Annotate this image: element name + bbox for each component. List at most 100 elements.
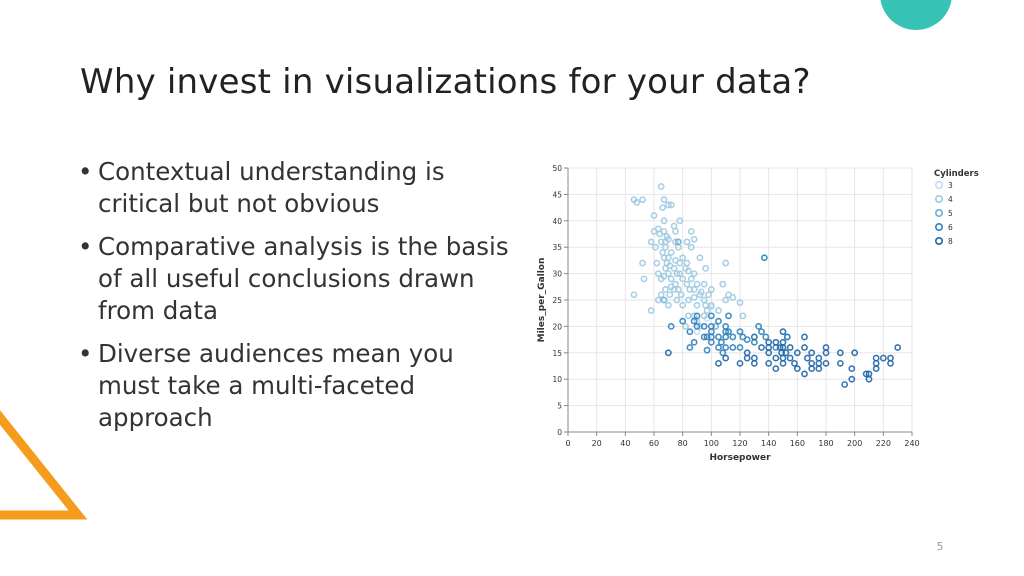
data-point-cyl-4 <box>739 312 747 320</box>
legend-symbol-cyl-5 <box>935 208 944 217</box>
data-point-cyl-6 <box>760 254 768 262</box>
data-point-cyl-8 <box>808 365 816 373</box>
data-point-cyl-8 <box>779 354 787 362</box>
data-point-cyl-4 <box>664 301 672 309</box>
legend-title: Cylinders <box>934 169 979 179</box>
data-point-cyl-6 <box>729 333 737 341</box>
data-point-cyl-4 <box>682 322 689 330</box>
data-point-cyl-6 <box>679 317 687 325</box>
data-point-cyl-8 <box>779 359 787 367</box>
data-point-cyl-4 <box>667 249 675 256</box>
data-point-cyl-8 <box>779 338 787 346</box>
data-point-cyl-6 <box>700 322 708 330</box>
data-point-cyl-6 <box>707 312 715 320</box>
data-point-cyl-8 <box>715 359 722 367</box>
data-point-cyl-8 <box>848 375 856 383</box>
data-point-cyl-8 <box>786 344 794 351</box>
x-axis-title: Horsepower <box>709 453 771 463</box>
bullet-text: Comparative analysis is the basis of all… <box>98 232 509 325</box>
data-point-cyl-6 <box>693 322 701 330</box>
data-point-cyl-4 <box>676 259 684 267</box>
data-point-cyl-6 <box>755 322 763 330</box>
data-point-cyl-8 <box>765 338 773 346</box>
data-point-cyl-8 <box>815 359 823 367</box>
data-point-cyl-8 <box>872 359 880 367</box>
legend-label: 5 <box>948 209 953 218</box>
data-point-cyl-4 <box>659 249 666 256</box>
data-point-cyl-4 <box>639 196 646 204</box>
x-tick-label: 80 <box>678 439 688 448</box>
x-tick-label: 120 <box>732 439 747 448</box>
data-point-cyl-4 <box>696 322 704 330</box>
data-point-cyl-8 <box>801 333 808 341</box>
data-point-cyl-8 <box>783 333 791 341</box>
bullet-dot: • <box>78 232 93 261</box>
data-point-cyl-6 <box>729 344 737 351</box>
data-point-cyl-4 <box>647 238 655 246</box>
data-point-cyl-6 <box>762 333 770 341</box>
y-tick-label: 10 <box>552 375 562 384</box>
bullet-item: • Diverse audiences mean you must take a… <box>78 338 518 434</box>
data-point-cyl-4 <box>630 291 638 299</box>
legend-label: 6 <box>948 223 953 232</box>
data-point-cyl-6 <box>743 336 751 343</box>
x-tick-label: 180 <box>818 439 833 448</box>
data-point-cyl-4 <box>693 301 701 309</box>
data-point-cyl-4 <box>722 296 730 304</box>
data-point-cyl-4 <box>672 280 679 288</box>
data-point-cyl-8 <box>872 365 880 373</box>
y-tick-label: 45 <box>552 190 562 199</box>
data-point-cyl-8 <box>815 365 823 373</box>
data-point-cyl-4 <box>696 254 704 262</box>
data-point-cyl-4 <box>690 286 698 293</box>
data-point-cyl-6 <box>686 328 694 336</box>
data-point-cyl-4 <box>697 288 705 296</box>
data-point-cyl-6 <box>725 328 732 336</box>
data-point-cyl-4 <box>676 270 684 277</box>
data-point-cyl-8 <box>782 349 790 357</box>
data-point-cyl-8 <box>822 349 830 357</box>
data-point-cyl-4 <box>666 291 674 299</box>
data-point-cyl-8 <box>841 381 849 388</box>
data-point-cyl-6 <box>715 344 722 351</box>
data-point-cyl-4 <box>684 296 692 304</box>
data-point-cyl-4 <box>672 238 679 246</box>
data-point-cyl-4 <box>683 238 691 246</box>
data-point-cyl-8 <box>822 359 830 367</box>
y-tick-label: 50 <box>552 164 562 173</box>
data-point-cyl-4 <box>670 264 678 272</box>
x-tick-label: 0 <box>565 439 570 448</box>
data-point-cyl-6 <box>690 317 698 325</box>
data-point-cyl-8 <box>779 344 787 351</box>
data-point-cyl-4 <box>707 286 715 293</box>
data-point-cyl-8 <box>836 349 844 357</box>
data-point-cyl-6 <box>690 338 698 346</box>
bullet-dot: • <box>78 339 93 368</box>
data-point-cyl-4 <box>664 254 672 262</box>
x-tick-label: 140 <box>761 439 776 448</box>
data-point-cyl-8 <box>765 359 773 367</box>
x-tick-label: 200 <box>847 439 862 448</box>
data-point-cyl-8 <box>801 370 808 378</box>
data-point-cyl-8 <box>894 344 902 351</box>
data-point-cyl-6 <box>703 333 711 341</box>
x-tick-label: 240 <box>904 439 919 448</box>
data-point-cyl-4 <box>690 293 698 301</box>
data-point-cyl-6 <box>686 344 694 351</box>
data-point-cyl-8 <box>786 354 794 362</box>
data-point-cyl-5 <box>660 296 668 304</box>
slide-title: Why invest in visualizations for your da… <box>80 62 811 102</box>
data-point-cyl-8 <box>772 354 780 362</box>
data-point-cyl-4 <box>672 227 679 235</box>
data-point-cyl-4 <box>690 270 698 277</box>
bullet-item: • Comparative analysis is the basis of a… <box>78 231 518 327</box>
data-point-cyl-6 <box>717 338 725 346</box>
data-point-cyl-4 <box>679 301 687 309</box>
y-tick-label: 0 <box>557 428 562 437</box>
data-point-cyl-8 <box>862 370 870 378</box>
bullet-text: Contextual understanding is critical but… <box>98 157 445 218</box>
data-point-cyl-4 <box>654 225 662 233</box>
y-tick-label: 30 <box>552 270 562 279</box>
data-point-cyl-4 <box>654 270 662 277</box>
data-point-cyl-8 <box>808 349 816 357</box>
